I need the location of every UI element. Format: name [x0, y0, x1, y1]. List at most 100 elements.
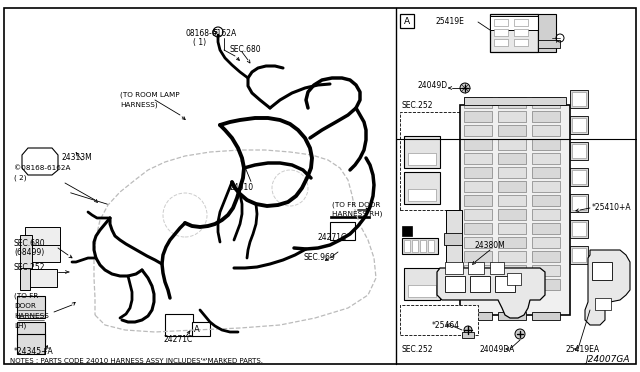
Bar: [572, 170, 586, 184]
Bar: [532, 195, 560, 206]
Bar: [498, 265, 526, 276]
Text: SEC.252: SEC.252: [402, 102, 433, 110]
Text: ( 1): ( 1): [193, 38, 206, 46]
Bar: [408, 189, 436, 201]
Bar: [532, 97, 560, 108]
Bar: [404, 268, 440, 300]
Bar: [532, 223, 560, 234]
Bar: [514, 19, 528, 26]
Text: 24313M: 24313M: [62, 154, 93, 163]
Text: J24007GA: J24007GA: [586, 355, 630, 364]
Bar: [532, 111, 560, 122]
Bar: [532, 237, 560, 248]
Bar: [460, 105, 570, 315]
Text: 24380M: 24380M: [475, 241, 506, 250]
Bar: [464, 195, 492, 206]
Bar: [498, 167, 526, 178]
Text: 24271C: 24271C: [164, 336, 193, 344]
Bar: [538, 40, 560, 48]
Bar: [532, 167, 560, 178]
Text: A: A: [404, 16, 410, 26]
Text: 24049D: 24049D: [418, 80, 448, 90]
Bar: [494, 29, 508, 36]
Bar: [464, 237, 492, 248]
Bar: [570, 116, 588, 134]
Text: HARNESS): HARNESS): [120, 102, 157, 108]
Bar: [494, 39, 508, 46]
Text: SEC.252: SEC.252: [402, 346, 433, 355]
Bar: [498, 251, 526, 262]
Bar: [470, 276, 490, 292]
Polygon shape: [437, 268, 545, 318]
Bar: [572, 196, 586, 210]
Bar: [330, 216, 370, 218]
Bar: [420, 240, 426, 252]
Text: *24345+A: *24345+A: [14, 347, 54, 356]
Text: (TO FR: (TO FR: [14, 293, 38, 299]
Bar: [468, 262, 484, 274]
Bar: [532, 139, 560, 150]
Bar: [498, 181, 526, 192]
Bar: [498, 111, 526, 122]
Bar: [464, 223, 492, 234]
Bar: [490, 16, 538, 30]
Bar: [25, 269, 57, 287]
Text: 25419E: 25419E: [435, 17, 464, 26]
Bar: [538, 14, 556, 52]
Bar: [498, 237, 526, 248]
Bar: [445, 276, 465, 292]
Text: HARNESS: HARNESS: [14, 313, 49, 319]
Bar: [20, 235, 32, 270]
Text: *25464: *25464: [432, 321, 460, 330]
Bar: [400, 14, 414, 28]
Text: SEC.680: SEC.680: [14, 240, 45, 248]
Bar: [165, 314, 193, 336]
Bar: [498, 97, 526, 108]
Bar: [570, 194, 588, 212]
Bar: [490, 262, 504, 274]
Circle shape: [464, 326, 472, 334]
Bar: [570, 168, 588, 186]
Bar: [572, 222, 586, 236]
Bar: [464, 125, 492, 136]
Bar: [25, 240, 60, 262]
Bar: [532, 251, 560, 262]
Bar: [570, 90, 588, 108]
Text: DOOR: DOOR: [14, 303, 36, 309]
Bar: [498, 312, 526, 320]
Bar: [498, 139, 526, 150]
Bar: [595, 298, 611, 310]
Bar: [412, 240, 418, 252]
Text: *25410+A: *25410+A: [592, 203, 632, 212]
Bar: [17, 322, 45, 342]
Bar: [572, 92, 586, 106]
Bar: [20, 268, 30, 290]
Text: HARNESS RH): HARNESS RH): [332, 211, 382, 217]
Bar: [400, 112, 478, 210]
Bar: [446, 210, 462, 290]
Bar: [532, 181, 560, 192]
Bar: [570, 220, 588, 238]
Text: ©08168-6162A: ©08168-6162A: [14, 165, 70, 171]
Text: SEC.680: SEC.680: [230, 45, 262, 55]
Bar: [462, 332, 474, 338]
Bar: [464, 181, 492, 192]
Bar: [514, 39, 528, 46]
Bar: [498, 125, 526, 136]
Bar: [592, 262, 612, 280]
Bar: [572, 118, 586, 132]
Bar: [402, 226, 412, 236]
Text: 08168-6162A: 08168-6162A: [185, 29, 236, 38]
Bar: [532, 265, 560, 276]
Bar: [25, 227, 60, 245]
Text: 24271C: 24271C: [318, 234, 348, 243]
Bar: [330, 222, 355, 240]
Bar: [404, 240, 410, 252]
Circle shape: [460, 83, 470, 93]
Bar: [404, 136, 440, 168]
Bar: [494, 19, 508, 26]
Polygon shape: [585, 250, 630, 325]
Text: A: A: [194, 324, 200, 334]
Bar: [400, 305, 478, 335]
Bar: [532, 153, 560, 164]
